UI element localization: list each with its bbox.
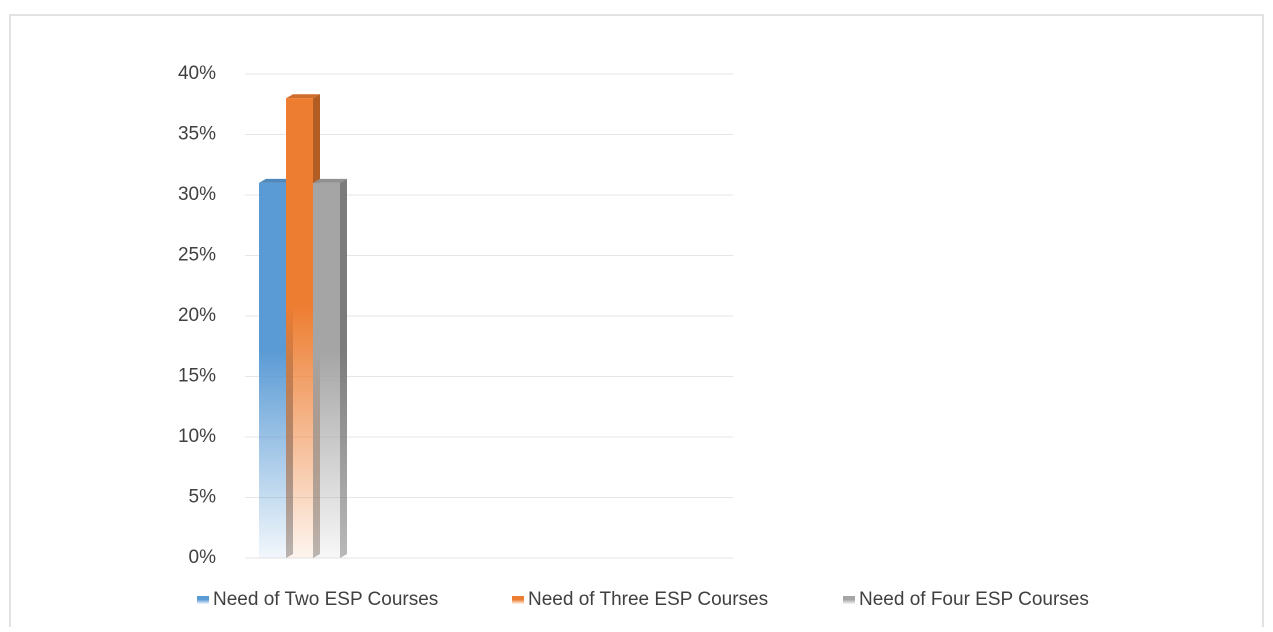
y-tick-label: 35% (178, 124, 216, 145)
legend-swatch (512, 596, 524, 604)
bar-top-shade (286, 94, 320, 99)
legend-label: Need of Three ESP Courses (528, 589, 768, 610)
bar-top (259, 178, 293, 183)
legend-swatch-top (197, 596, 209, 599)
legend-swatch-top (843, 596, 855, 599)
bar-top-shade (313, 178, 347, 183)
y-tick-label: 25% (178, 245, 216, 266)
bar (286, 98, 313, 558)
chart-frame (9, 14, 1264, 627)
y-tick-label: 40% (178, 63, 216, 84)
bar-side (340, 178, 347, 558)
legend-label: Need of Four ESP Courses (859, 589, 1089, 610)
legend-swatch (197, 596, 209, 604)
bar-top (313, 178, 347, 183)
bar-top-shade (259, 178, 293, 183)
y-tick-label: 5% (189, 487, 217, 508)
y-tick-label: 10% (178, 426, 216, 447)
y-tick-label: 15% (178, 366, 216, 387)
legend-swatch-top (512, 596, 524, 599)
bar (259, 182, 286, 558)
legend-label: Need of Two ESP Courses (213, 589, 438, 610)
y-tick-label: 20% (178, 305, 216, 326)
y-tick-label: 0% (189, 547, 217, 568)
y-tick-label: 30% (178, 184, 216, 205)
legend-swatch (843, 596, 855, 604)
bar-side-shade (340, 178, 347, 558)
bar-top (286, 94, 320, 99)
bar (313, 182, 340, 558)
